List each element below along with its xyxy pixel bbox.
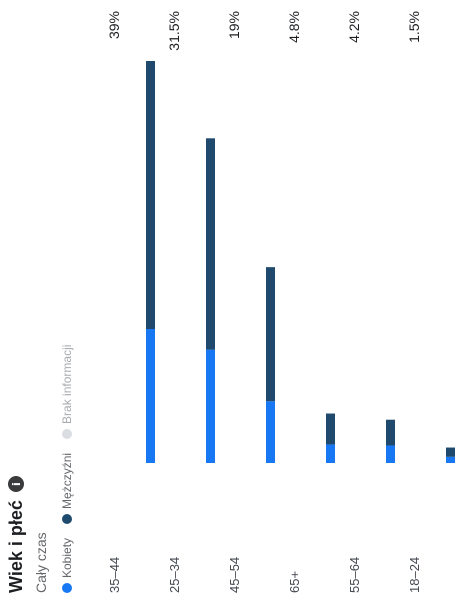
value-label: 19% — [226, 11, 242, 39]
bar-segment-women — [146, 329, 155, 463]
value-label: 31.5% — [166, 11, 182, 51]
bar-segment-men — [326, 413, 335, 445]
bar-segment-men — [266, 267, 275, 402]
bar-segment-men — [446, 447, 455, 457]
bar-segment-women — [386, 445, 395, 463]
category-label: 45–54 — [227, 557, 242, 593]
category-label: 65+ — [287, 571, 302, 593]
category-label: 35–44 — [107, 557, 122, 593]
bar-segment-women — [206, 349, 215, 463]
bar-segment-men — [386, 419, 395, 446]
category-label: 18–24 — [407, 557, 422, 593]
bar-segment-women — [266, 401, 275, 463]
category-label: 25–34 — [167, 557, 182, 593]
bar-segment-men — [206, 138, 215, 350]
value-label: 1.5% — [406, 11, 422, 43]
value-label: 39% — [106, 11, 122, 39]
bar-segment-men — [146, 61, 155, 329]
value-label: 4.8% — [286, 11, 302, 43]
value-label: 4.2% — [346, 11, 362, 43]
bar-segment-women — [326, 444, 335, 463]
category-label: 55–64 — [347, 557, 362, 593]
bar-segment-women — [446, 456, 455, 463]
